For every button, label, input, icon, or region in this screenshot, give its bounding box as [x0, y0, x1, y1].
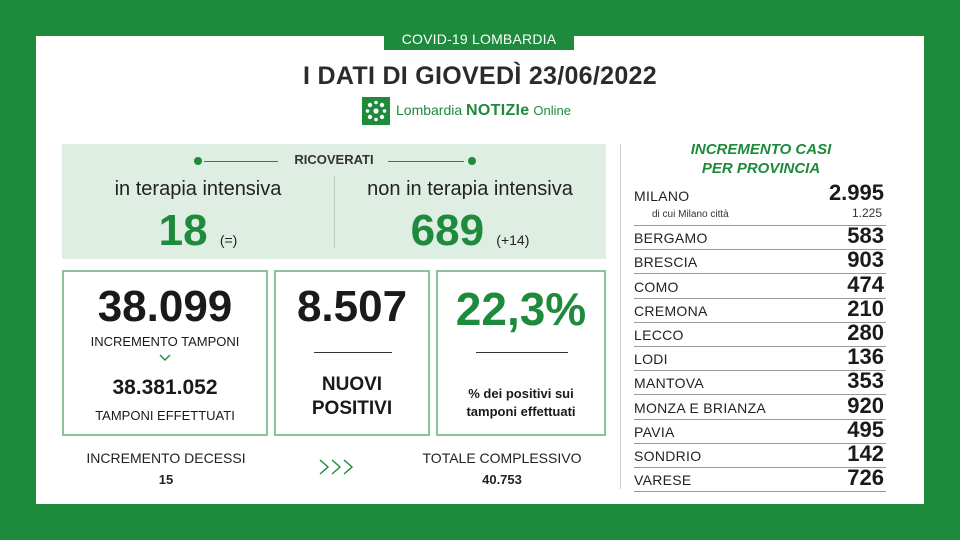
province-row: SONDRIO 142	[634, 440, 886, 468]
intensive-value: 18	[158, 206, 208, 255]
province-name: CREMONA	[634, 302, 708, 319]
city-value: 1.225	[851, 206, 882, 220]
column-divider	[620, 144, 621, 489]
province-heading-line1: INCREMENTO CASI	[690, 141, 832, 158]
province-value: 353	[847, 368, 884, 394]
province-row: LECCO 280	[634, 319, 886, 347]
province-value: 136	[847, 344, 884, 370]
province-name: SONDRIO	[634, 447, 702, 464]
decessi-increment-block: INCREMENTO DECESSI 15	[66, 450, 266, 487]
decessi-increment-value: 15	[158, 472, 174, 487]
province-value: 142	[847, 440, 884, 466]
province-name: COMO	[634, 278, 679, 295]
positivi-value: 8.507	[296, 282, 408, 331]
ricoverati-panel: RICOVERATI in terapia intensiva 18 (=) n…	[62, 144, 606, 259]
province-name: MONZA E BRIANZA	[634, 399, 767, 416]
divider	[334, 176, 335, 248]
non-intensive-label: non in terapia intensiva	[367, 178, 573, 200]
region-tag: COVID-19 LOMBARDIA	[384, 28, 574, 50]
intensive-change: (=)	[219, 232, 238, 248]
ricoverati-heading: RICOVERATI	[294, 152, 374, 167]
province-list: MILANO 2.995 di cui Milano città 1.225 B…	[634, 180, 886, 493]
province-row: VARESE 726	[634, 465, 886, 493]
decessi-total-label: TOTALE COMPLESSIVO	[422, 450, 582, 466]
province-value: 726	[847, 465, 884, 491]
province-value: 903	[847, 247, 884, 273]
province-heading-line2: PER PROVINCIA	[701, 160, 821, 177]
province-value: 495	[847, 416, 884, 442]
province-row: COMO 474	[634, 271, 886, 299]
tamponi-increment-label: INCREMENTO TAMPONI	[90, 334, 240, 349]
province-name: BRESCIA	[634, 254, 698, 271]
non-intensive-change: (+14)	[496, 232, 530, 248]
province-row: CREMONA 210	[634, 295, 886, 323]
province-value: 280	[847, 319, 884, 345]
positivi-label-line2: POSITIVI	[311, 398, 393, 419]
decorative-line	[388, 161, 464, 162]
province-name: LECCO	[634, 326, 684, 343]
divider	[314, 352, 392, 353]
province-name: MILANO	[634, 188, 690, 204]
page-title: I DATI DI GIOVEDÌ 23/06/2022	[303, 62, 657, 90]
province-row: PAVIA 495	[634, 416, 886, 444]
brand-prefix: Lombardia	[396, 102, 463, 118]
rosa-camuna-icon	[362, 97, 390, 125]
decorative-dot	[468, 157, 476, 165]
percentuale-box: 22,3% % dei positivi sui tamponi effettu…	[436, 270, 606, 436]
province-value: 210	[847, 295, 884, 321]
province-name: LODI	[634, 351, 668, 368]
percentuale-label-line1: % dei positivi sui	[468, 386, 574, 401]
brand-logo-block: Lombardia NOTIZIe Online	[362, 96, 571, 126]
decessi-increment-label: INCREMENTO DECESSI	[86, 450, 246, 466]
decorative-dot	[194, 157, 202, 165]
tamponi-total-label: TAMPONI EFFETTUATI	[95, 408, 235, 423]
brand-main: NOTIZIe	[466, 102, 530, 119]
province-row: BRESCIA 903	[634, 247, 886, 275]
positivi-box: 8.507 NUOVI POSITIVI	[274, 270, 430, 436]
non-intensive-value: 689	[410, 206, 485, 255]
province-value: 2.995	[828, 180, 884, 205]
province-row: MANTOVA 353	[634, 368, 886, 396]
province-value: 583	[847, 223, 884, 249]
tamponi-increment-value: 38.099	[97, 282, 233, 331]
brand-name: Lombardia NOTIZIe Online	[396, 102, 571, 120]
tamponi-box: 38.099 INCREMENTO TAMPONI 38.381.052 TAM…	[62, 270, 268, 436]
province-heading: INCREMENTO CASI PER PROVINCIA	[640, 140, 882, 178]
province-row-milano: MILANO 2.995 di cui Milano città 1.225	[634, 180, 886, 226]
province-value: 920	[847, 392, 884, 418]
province-row: MONZA E BRIANZA 920	[634, 392, 886, 420]
decorative-line	[204, 161, 278, 162]
province-name: MANTOVA	[634, 375, 705, 392]
province-name: BERGAMO	[634, 230, 708, 247]
divider	[476, 352, 568, 353]
intensive-value-block: 18 (=)	[62, 206, 334, 256]
city-label: di cui Milano città	[652, 209, 729, 220]
province-name: VARESE	[634, 472, 692, 489]
intensive-label: in terapia intensiva	[114, 178, 282, 200]
chevrons-right-icon	[316, 458, 358, 481]
chevron-down-icon	[64, 350, 266, 368]
decessi-total-block: TOTALE COMPLESSIVO 40.753	[402, 450, 602, 487]
brand-suffix: Online	[533, 103, 571, 118]
decessi-total-value: 40.753	[482, 472, 522, 487]
province-row: LODI 136	[634, 344, 886, 372]
positivi-label-line1: NUOVI	[321, 374, 383, 395]
non-intensive-value-block: 689 (+14)	[334, 206, 606, 256]
province-value: 474	[847, 271, 884, 297]
tamponi-total-value: 38.381.052	[112, 376, 218, 399]
percentuale-label-line2: tamponi effettuati	[466, 404, 576, 419]
province-name: PAVIA	[634, 423, 675, 440]
province-row: BERGAMO 583	[634, 223, 886, 251]
percentuale-value: 22,3%	[455, 283, 587, 335]
